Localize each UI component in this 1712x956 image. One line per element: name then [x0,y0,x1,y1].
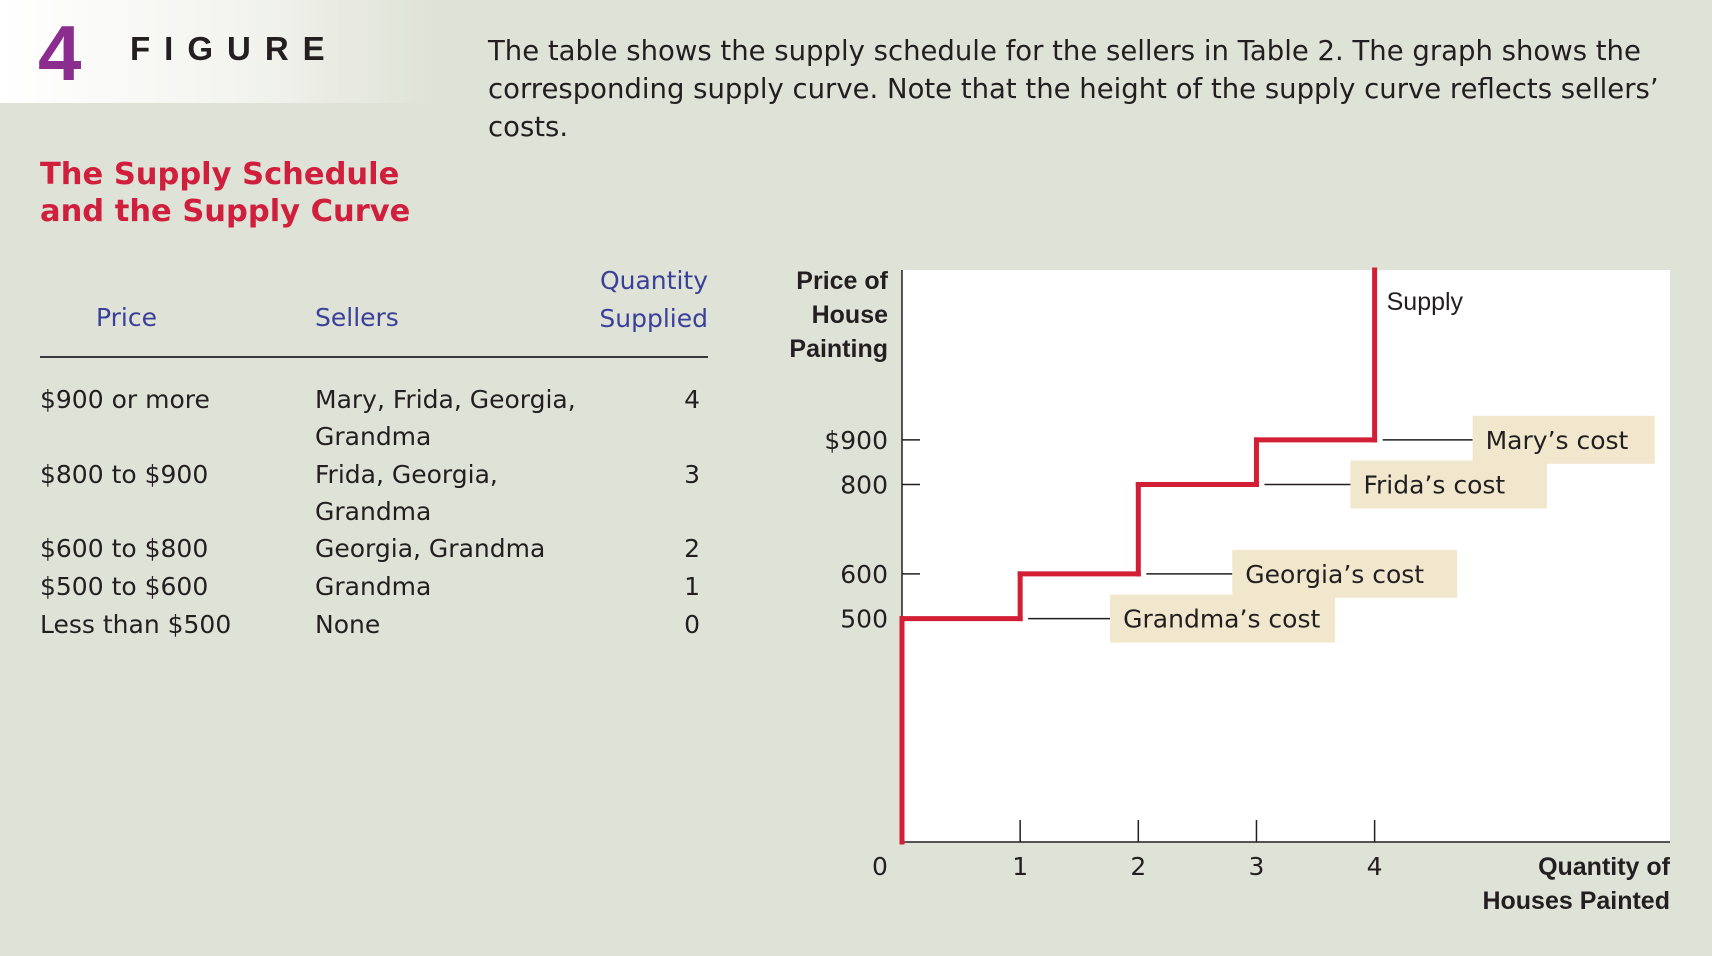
header-quantity-supplied: Quantity Supplied [568,262,708,338]
row-sellers: None [315,610,381,639]
row-price: $600 to $800 [40,534,209,563]
supply-curve: Supply [899,267,1464,845]
row-quantity: 4 [684,385,700,414]
y-tick-label: 600 [840,560,888,589]
header-quantity-line-1: Quantity [599,266,708,295]
y-axis-title-line: Painting [789,335,888,363]
y-axis-title-line: Price of [796,267,888,295]
row-sellers: Mary, Frida, Georgia, Grandma [315,385,576,451]
figure-caption: The table shows the supply schedule for … [488,35,1659,143]
row-quantity: 3 [684,460,700,489]
header-quantity-line-2: Supplied [599,304,708,333]
figure-title-line-1: The Supply Schedule [40,157,400,192]
y-tick-label: $900 [824,426,888,455]
x-axis-title-line: Houses Painted [1482,887,1670,915]
figure-title: The Supply Schedule and the Supply Curve [40,156,460,230]
origin-label: 0 [872,852,888,881]
row-price: Less than $500 [40,610,232,639]
cost-label-box [1472,415,1655,464]
x-tick-label: 4 [1367,852,1383,881]
cost-label-box [1350,460,1547,509]
row-price: $800 to $900 [40,460,209,489]
row-sellers: Frida, Georgia, Grandma [315,460,498,526]
header-price: Price [96,303,157,332]
cost-leader-lines [1028,439,1473,620]
header-rule [40,356,708,358]
row-price: $500 to $600 [40,572,209,601]
cost-label-box [1232,549,1458,598]
header-sellers: Sellers [315,303,399,332]
y-tick-label: 500 [840,605,888,634]
row-sellers: Georgia, Grandma [315,534,546,563]
figure-number: 4 [38,9,82,97]
x-axis-title-line: Quantity of [1538,853,1671,881]
row-quantity: 2 [684,534,700,563]
cost-labels: Mary’s cost Frida’s cost Georgia’s cost Gra… [1110,415,1655,643]
y-tick-label: 800 [840,471,888,500]
axis-ticks: $900 800 600 500 1 2 3 4 0 [824,426,1382,881]
row-quantity: 0 [684,610,700,639]
cost-label: Grandma’s cost [1123,605,1320,634]
figure-title-line-2: and the Supply Curve [40,194,411,229]
cost-label-box [1110,594,1335,643]
supply-curve-label: Supply [1387,288,1464,316]
figure-header-band [0,0,440,103]
x-tick-label: 3 [1249,852,1265,881]
y-axis-title-line: House [812,301,889,329]
x-tick-label: 2 [1130,852,1146,881]
row-sellers: Grandma [315,572,432,601]
x-tick-label: 1 [1012,852,1028,881]
figure-label: FIGURE [130,30,339,67]
row-price: $900 or more [40,385,210,414]
cost-label: Frida’s cost [1363,471,1505,500]
cost-label: Georgia’s cost [1245,560,1424,589]
axis-labels: Price of House Painting Quantity of Houses P… [789,267,1670,915]
cost-label: Mary’s cost [1486,426,1629,455]
row-quantity: 1 [684,572,700,601]
